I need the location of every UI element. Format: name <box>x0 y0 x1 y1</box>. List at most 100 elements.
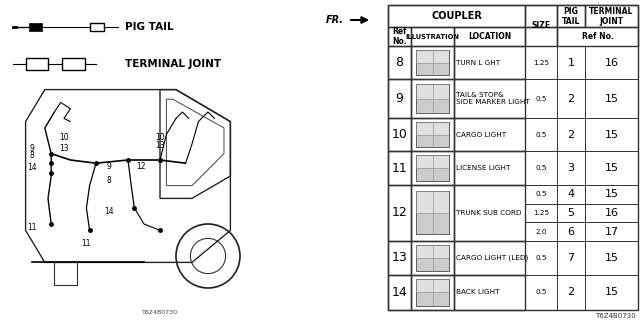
Text: 0.5: 0.5 <box>535 132 547 138</box>
Bar <box>54 262 77 285</box>
Bar <box>525 185 557 204</box>
Bar <box>525 275 557 310</box>
Bar <box>416 279 449 306</box>
Text: TAIL& STOP&
SIDE MARKER LIGHT: TAIL& STOP& SIDE MARKER LIGHT <box>456 92 530 105</box>
Bar <box>388 79 411 118</box>
Text: BACK LIGHT: BACK LIGHT <box>456 289 499 295</box>
Bar <box>557 46 585 79</box>
Bar <box>388 27 411 46</box>
Text: 0.5: 0.5 <box>535 191 547 197</box>
Bar <box>411 79 454 118</box>
Bar <box>454 27 525 46</box>
Bar <box>525 118 557 151</box>
Bar <box>585 118 638 151</box>
Bar <box>388 241 411 275</box>
Bar <box>388 5 638 310</box>
Bar <box>416 245 449 258</box>
Bar <box>525 151 557 185</box>
Bar <box>525 5 557 27</box>
Bar <box>557 222 585 241</box>
Bar <box>416 50 449 63</box>
Bar <box>411 46 454 79</box>
Bar <box>416 84 449 99</box>
Bar <box>416 156 449 168</box>
Text: CARGO LIGHT (LED): CARGO LIGHT (LED) <box>456 255 528 261</box>
Bar <box>416 122 449 148</box>
Bar <box>454 151 525 185</box>
Bar <box>416 279 449 306</box>
Text: TERMINAL
JOINT: TERMINAL JOINT <box>589 7 634 26</box>
Text: 1: 1 <box>568 58 575 68</box>
Text: PIG TAIL: PIG TAIL <box>125 22 173 32</box>
Bar <box>585 222 638 241</box>
Text: 4: 4 <box>568 189 575 199</box>
Text: SIZE: SIZE <box>531 21 550 30</box>
Text: T6Z4B0730: T6Z4B0730 <box>595 313 636 319</box>
Bar <box>29 23 42 31</box>
Text: 2.0: 2.0 <box>535 229 547 235</box>
Bar <box>90 23 104 31</box>
Bar <box>525 204 557 222</box>
Text: 9: 9 <box>29 144 35 153</box>
Text: 2: 2 <box>568 94 575 104</box>
Text: LICENSE LIGHT: LICENSE LIGHT <box>456 165 510 171</box>
Bar <box>416 191 449 235</box>
Bar <box>416 122 449 148</box>
Bar <box>26 58 48 70</box>
Bar <box>411 118 454 151</box>
Text: 8: 8 <box>396 56 403 69</box>
Text: 13: 13 <box>155 141 165 150</box>
Text: Ref
No.: Ref No. <box>392 27 407 46</box>
Bar <box>411 241 454 275</box>
Bar <box>585 151 638 185</box>
Text: 7: 7 <box>568 253 575 263</box>
Text: 14: 14 <box>104 207 114 216</box>
Bar <box>585 185 638 204</box>
Bar <box>388 151 411 185</box>
Text: 12: 12 <box>136 162 145 171</box>
Text: 8: 8 <box>29 151 35 160</box>
Bar <box>416 245 449 270</box>
Bar <box>454 185 525 241</box>
Bar <box>411 275 454 310</box>
Bar <box>557 151 585 185</box>
Text: 1.25: 1.25 <box>533 60 549 66</box>
Text: 1.25: 1.25 <box>533 210 549 216</box>
Text: COUPLER: COUPLER <box>431 11 482 21</box>
Bar <box>454 46 525 79</box>
Bar <box>585 275 638 310</box>
Bar <box>388 185 411 241</box>
Bar <box>557 27 638 46</box>
Text: 6: 6 <box>568 227 575 237</box>
Text: TERMINAL JOINT: TERMINAL JOINT <box>125 59 221 69</box>
Bar <box>454 275 525 310</box>
Text: 10: 10 <box>155 133 165 142</box>
Bar <box>411 185 454 241</box>
Text: 2: 2 <box>568 287 575 297</box>
Bar <box>416 50 449 75</box>
Text: 9: 9 <box>396 92 403 105</box>
Text: 0.5: 0.5 <box>535 289 547 295</box>
Bar <box>585 46 638 79</box>
Bar <box>585 204 638 222</box>
Bar <box>525 27 557 46</box>
Bar <box>557 275 585 310</box>
Bar <box>585 5 638 27</box>
Bar <box>63 58 85 70</box>
Bar <box>525 79 557 118</box>
Text: 15: 15 <box>605 253 618 263</box>
Text: 15: 15 <box>605 163 618 173</box>
Text: 13: 13 <box>59 144 69 153</box>
Bar <box>388 118 411 151</box>
Text: 11: 11 <box>28 223 36 232</box>
Text: 2: 2 <box>568 130 575 140</box>
Bar <box>454 79 525 118</box>
Text: 15: 15 <box>605 189 618 199</box>
Text: 17: 17 <box>604 227 619 237</box>
Text: 15: 15 <box>605 287 618 297</box>
Text: FR.: FR. <box>326 15 344 25</box>
Bar <box>416 191 449 235</box>
Bar <box>557 5 585 27</box>
Bar <box>416 245 449 270</box>
Text: 3: 3 <box>568 163 575 173</box>
